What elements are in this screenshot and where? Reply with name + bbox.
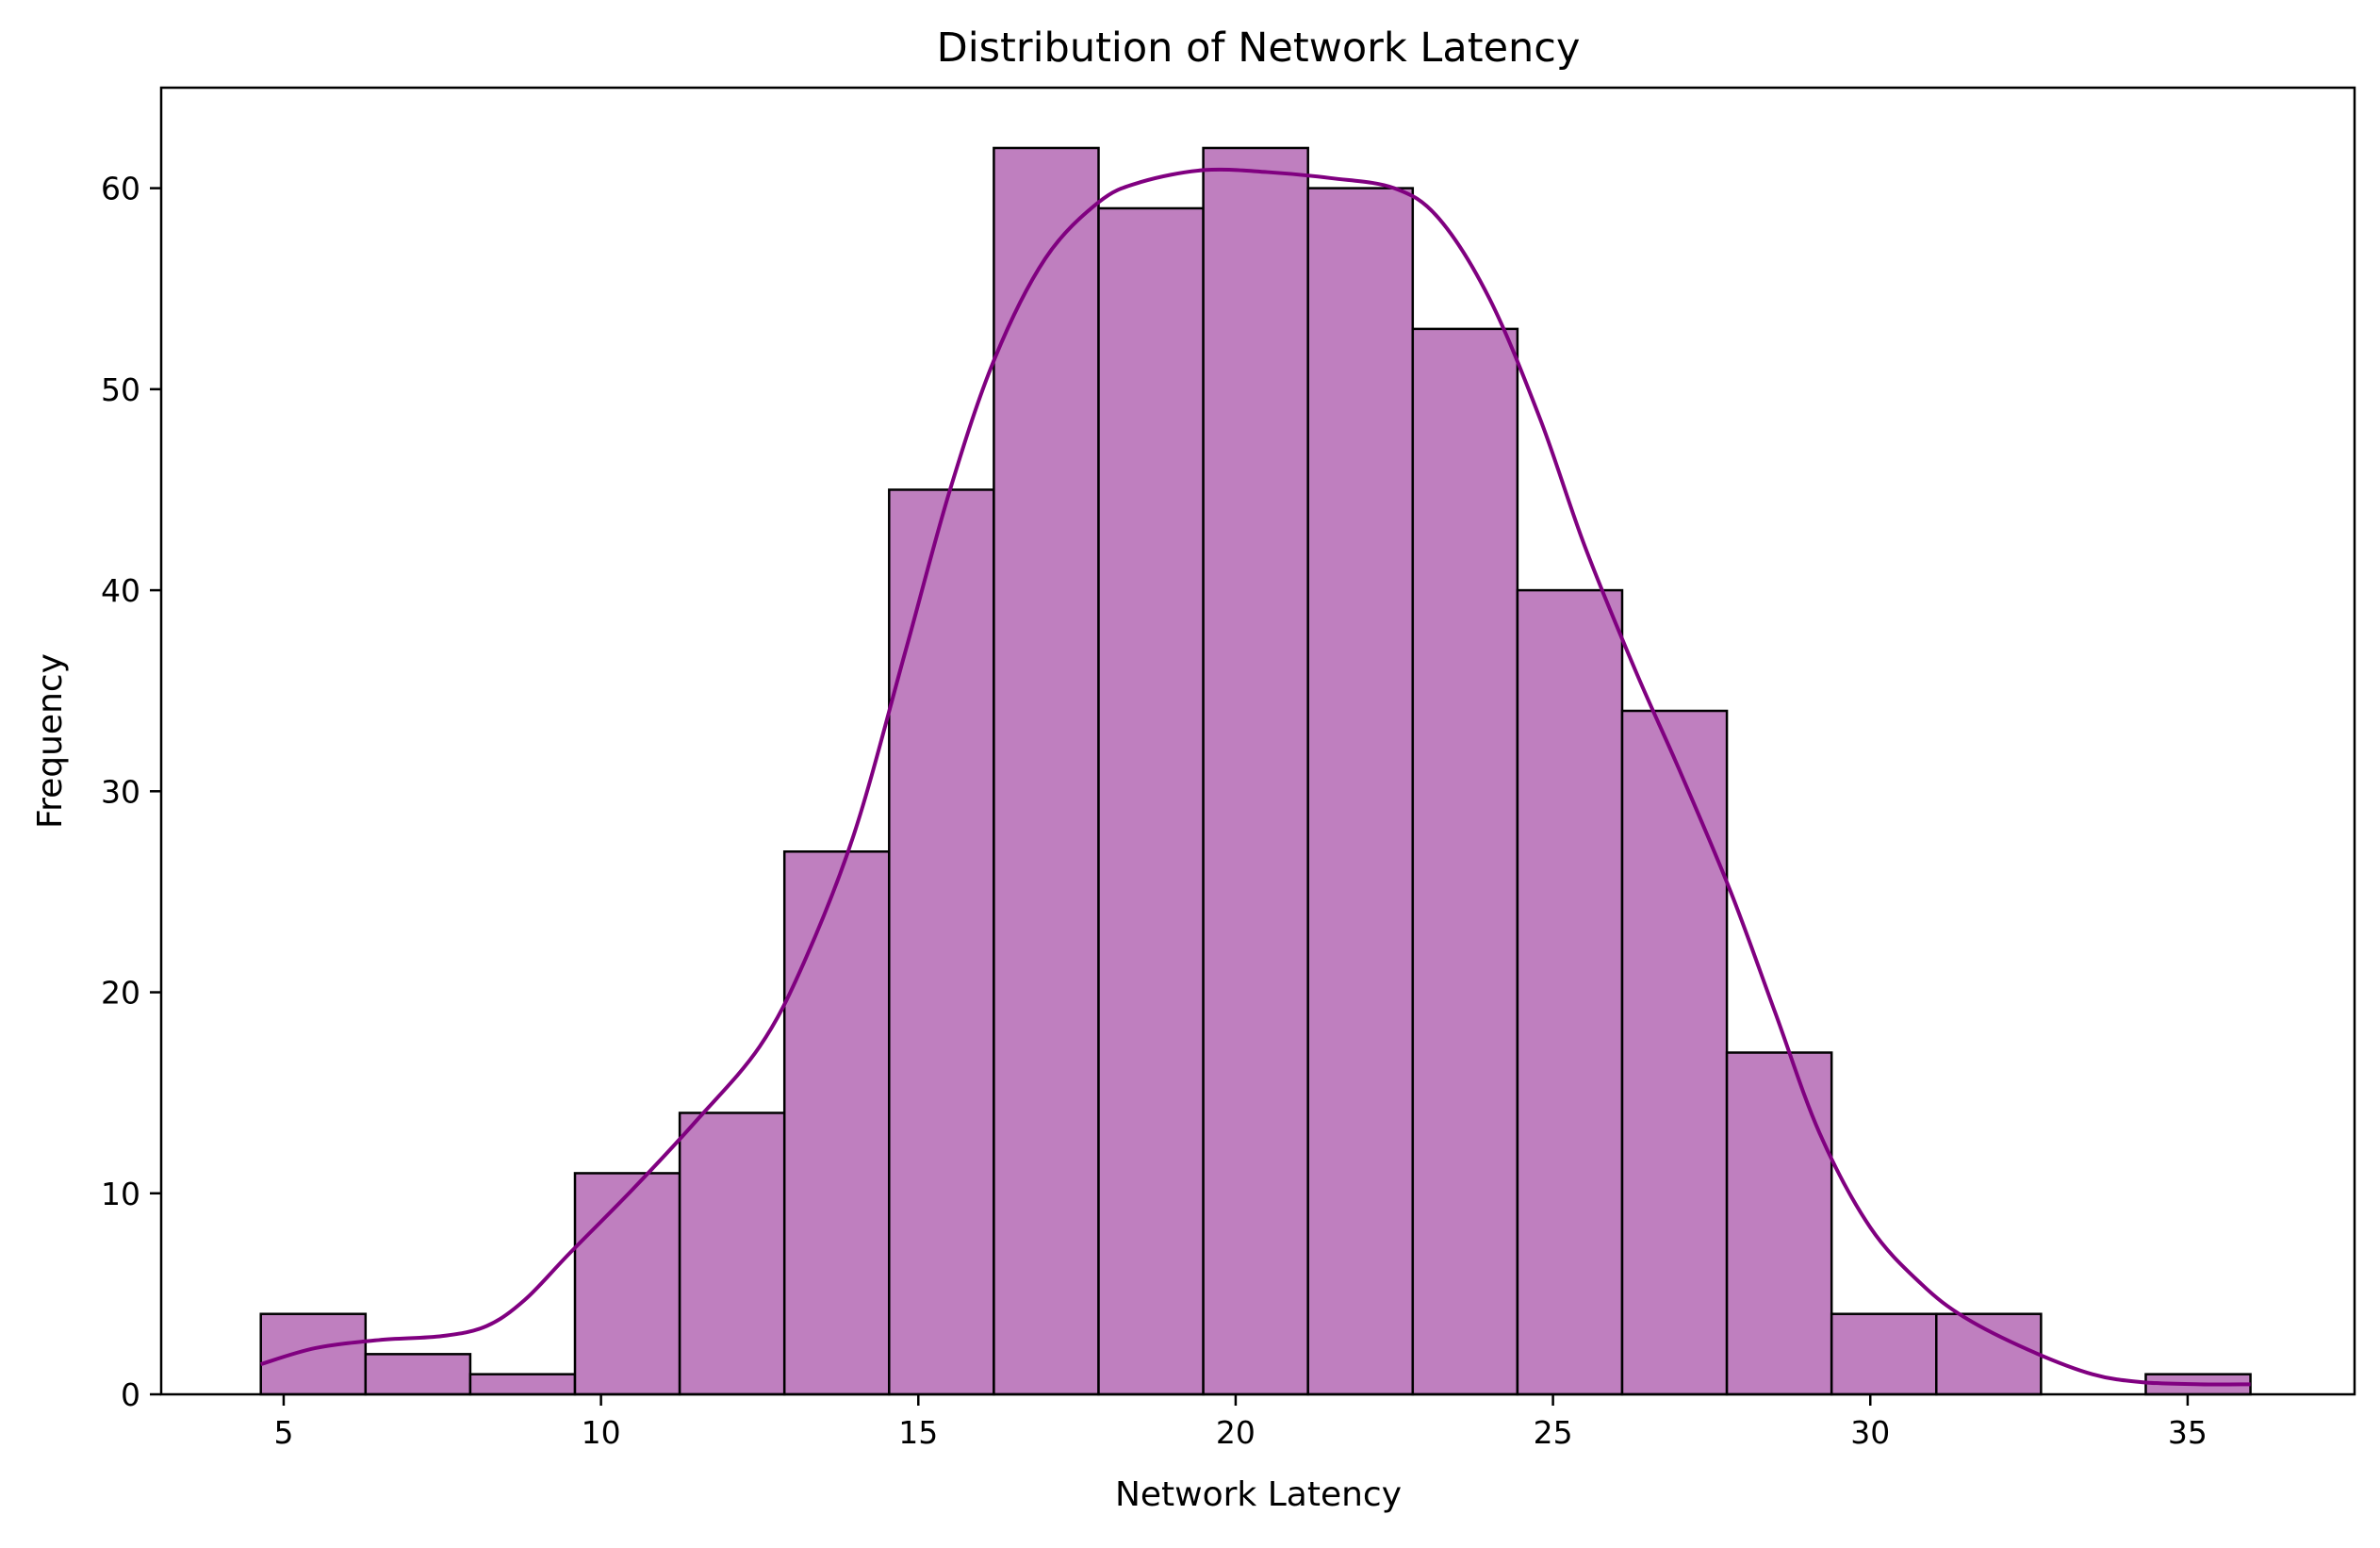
x-tick-label: 20	[1216, 1414, 1256, 1451]
histogram-bar	[678, 1112, 786, 1396]
histogram-bar	[1830, 1312, 1938, 1396]
histogram-bar	[573, 1172, 681, 1396]
histogram-bar	[364, 1353, 472, 1396]
y-tick-label: 50	[101, 371, 140, 408]
histogram-bar	[1411, 327, 1519, 1396]
histogram-bar	[888, 488, 995, 1396]
histogram-bar	[468, 1373, 577, 1396]
x-tick-label: 25	[1534, 1414, 1573, 1451]
x-axis-label: Network Latency	[1115, 1475, 1402, 1514]
bars-layer	[259, 146, 2252, 1396]
x-axis-ticks: 5 10 15 20 25 30 35	[273, 1394, 2208, 1451]
y-tick-label: 20	[101, 975, 140, 1012]
histogram-bar	[1306, 187, 1415, 1396]
histogram-bar	[1935, 1312, 2043, 1396]
y-tick-label: 60	[101, 171, 140, 207]
y-tick-label: 40	[101, 572, 140, 609]
kde-layer	[260, 167, 2251, 1387]
histogram-bar	[1097, 206, 1205, 1396]
kde-curve	[260, 167, 2251, 1387]
y-tick-label: 10	[101, 1176, 140, 1212]
x-tick-label: 15	[898, 1414, 938, 1451]
y-tick-label: 0	[121, 1376, 140, 1413]
x-tick-label: 5	[273, 1414, 293, 1451]
histogram-bar	[1516, 588, 1624, 1396]
histogram-bar	[782, 850, 891, 1396]
histogram-bar	[1725, 1051, 1833, 1396]
x-tick-label: 35	[2168, 1414, 2208, 1451]
histogram-bar	[1202, 146, 1309, 1396]
plot-frame	[159, 86, 2356, 1396]
y-axis-ticks: 0 10 20 30 40 50 60	[101, 171, 161, 1413]
x-tick-label: 30	[1850, 1414, 1890, 1451]
y-axis-label: Frequency	[31, 653, 70, 829]
x-tick-label: 10	[582, 1414, 621, 1451]
histogram-bar	[1620, 709, 1729, 1396]
y-tick-label: 30	[101, 773, 140, 810]
histogram-bar	[993, 146, 1100, 1396]
chart-title: Distribution of Network Latency	[937, 25, 1581, 72]
histogram-bar	[259, 1312, 368, 1396]
